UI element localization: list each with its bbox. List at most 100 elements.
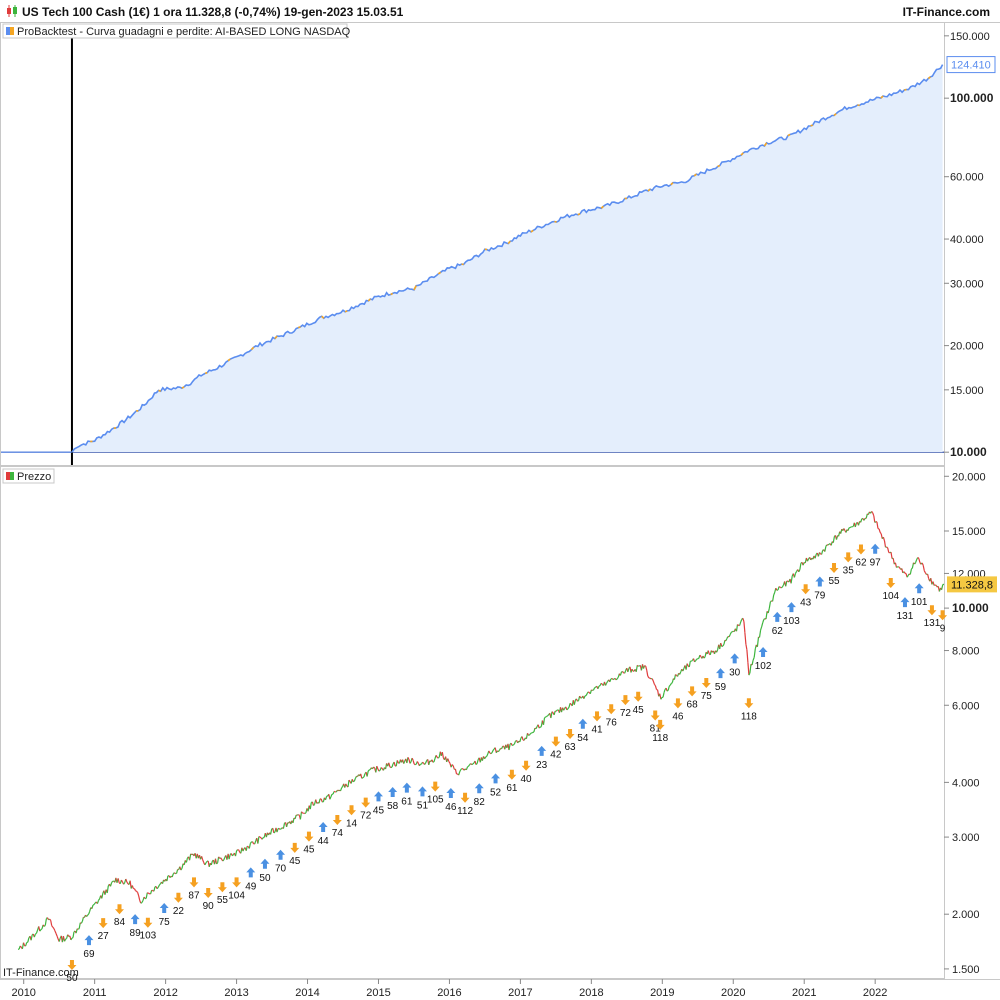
price-segment bbox=[794, 571, 798, 574]
sell-signal-icon[interactable]: 131 bbox=[924, 605, 941, 629]
sell-signal-icon[interactable]: 63 bbox=[565, 728, 577, 753]
buy-signal-icon[interactable]: 101 bbox=[911, 583, 928, 608]
sell-signal-icon[interactable]: 103 bbox=[140, 917, 157, 942]
price-segment bbox=[726, 636, 729, 639]
buy-signal-icon[interactable]: 50 bbox=[259, 858, 271, 884]
signal-label: 59 bbox=[715, 682, 727, 693]
sell-signal-icon[interactable]: 118 bbox=[741, 698, 757, 722]
signal-label: 52 bbox=[490, 787, 502, 798]
sell-signal-icon[interactable]: 14 bbox=[346, 805, 358, 829]
sell-signal-icon[interactable]: 112 bbox=[457, 792, 473, 817]
price-segment bbox=[577, 700, 579, 702]
price-segment bbox=[729, 632, 732, 636]
sell-signal-icon[interactable]: 104 bbox=[228, 877, 245, 901]
price-segment bbox=[610, 677, 613, 680]
sell-signal-icon[interactable]: 84 bbox=[114, 904, 126, 928]
price-segment bbox=[286, 822, 289, 828]
sell-signal-icon[interactable]: 55 bbox=[217, 882, 229, 906]
buy-signal-icon[interactable]: 51 bbox=[417, 786, 429, 811]
sell-signal-icon[interactable]: 35 bbox=[843, 552, 855, 576]
price-segment bbox=[491, 750, 494, 753]
buy-signal-icon[interactable]: 30 bbox=[729, 653, 741, 678]
sell-signal-icon[interactable]: 45 bbox=[303, 831, 315, 856]
buy-arrow bbox=[578, 718, 588, 729]
price-segment bbox=[688, 661, 691, 668]
sell-signal-icon[interactable]: 9 bbox=[938, 610, 948, 634]
sell-signal-icon[interactable]: 22 bbox=[173, 892, 185, 917]
sell-signal-icon[interactable]: 72 bbox=[620, 695, 632, 719]
sell-signal-icon[interactable]: 90 bbox=[203, 887, 215, 912]
price-segment bbox=[190, 853, 193, 856]
sell-signal-icon[interactable]: 50 bbox=[66, 960, 78, 984]
buy-signal-icon[interactable]: 59 bbox=[715, 668, 727, 693]
sell-signal-icon[interactable]: 81 bbox=[650, 710, 662, 734]
sell-signal-icon[interactable]: 55 bbox=[828, 563, 840, 587]
sell-arrow bbox=[332, 814, 342, 825]
sell-signal-icon[interactable]: 45 bbox=[633, 691, 645, 716]
signal-label: 104 bbox=[882, 591, 899, 602]
buy-signal-icon[interactable]: 54 bbox=[577, 718, 589, 744]
sell-arrow bbox=[217, 882, 227, 893]
sell-signal-icon[interactable]: 40 bbox=[521, 760, 533, 785]
price-segment bbox=[428, 760, 431, 766]
sell-signal-icon[interactable]: 104 bbox=[882, 578, 900, 602]
sell-signal-icon[interactable]: 42 bbox=[550, 736, 562, 761]
buy-signal-icon[interactable]: 79 bbox=[814, 576, 826, 602]
buy-signal-icon[interactable]: 52 bbox=[490, 773, 502, 798]
buy-signal-icon[interactable]: 70 bbox=[275, 849, 287, 875]
price-segment bbox=[847, 527, 850, 531]
brand-label[interactable]: IT-Finance.com bbox=[902, 5, 990, 19]
price-segment bbox=[703, 656, 706, 659]
price-segment bbox=[376, 765, 379, 770]
buy-signal-icon[interactable]: 102 bbox=[755, 647, 772, 672]
sell-signal-icon[interactable]: 118 bbox=[652, 719, 669, 744]
price-segment bbox=[765, 611, 768, 620]
buy-signal-icon[interactable]: 49 bbox=[245, 867, 257, 892]
sell-signal-icon[interactable]: 43 bbox=[800, 584, 812, 608]
equity-legend[interactable]: ProBacktest - Curva guadagni e perdite: … bbox=[2, 23, 351, 39]
sell-signal-icon[interactable]: 75 bbox=[701, 678, 713, 702]
buy-signal-icon[interactable]: 131 bbox=[897, 597, 914, 622]
buy-signal-icon[interactable]: 23 bbox=[536, 745, 548, 771]
price-segment bbox=[567, 706, 570, 710]
sell-signal-icon[interactable]: 46 bbox=[672, 698, 684, 722]
price-segment bbox=[531, 731, 534, 734]
buy-signal-icon[interactable]: 82 bbox=[474, 783, 486, 808]
sell-signal-icon[interactable]: 87 bbox=[188, 877, 200, 901]
sell-signal-icon[interactable]: 27 bbox=[98, 918, 110, 942]
price-segment bbox=[133, 888, 137, 891]
price-segment bbox=[54, 930, 57, 934]
price-segment bbox=[30, 934, 33, 941]
buy-signal-icon[interactable]: 45 bbox=[373, 791, 385, 816]
sell-signal-icon[interactable]: 74 bbox=[332, 814, 344, 839]
buy-signal-icon[interactable]: 97 bbox=[870, 543, 882, 569]
sell-signal-icon[interactable]: 76 bbox=[606, 704, 618, 728]
sell-signal-icon[interactable]: 62 bbox=[855, 544, 867, 569]
signal-label: 23 bbox=[536, 760, 548, 771]
sell-signal-icon[interactable]: 72 bbox=[360, 797, 372, 822]
buy-signal-icon[interactable]: 103 bbox=[783, 602, 800, 627]
sell-signal-icon[interactable]: 41 bbox=[591, 711, 603, 735]
buy-signal-icon[interactable]: 61 bbox=[401, 782, 413, 808]
sell-signal-icon[interactable]: 68 bbox=[687, 686, 699, 710]
buy-arrow bbox=[491, 773, 501, 784]
buy-signal-icon[interactable]: 62 bbox=[772, 611, 784, 637]
buy-signal-icon[interactable]: 46 bbox=[445, 788, 457, 813]
buy-signal-icon[interactable]: 44 bbox=[318, 821, 330, 847]
equity-last-value-badge bbox=[946, 56, 996, 74]
buy-signal-icon[interactable]: 58 bbox=[387, 786, 399, 812]
signal-label: 89 bbox=[130, 928, 142, 939]
sell-signal-icon[interactable]: 45 bbox=[289, 842, 301, 867]
sell-signal-icon[interactable]: 105 bbox=[427, 781, 444, 806]
buy-arrow bbox=[446, 788, 456, 799]
equity-curve-panel[interactable] bbox=[1, 24, 944, 465]
price-segment bbox=[463, 768, 466, 771]
buy-signal-icon[interactable]: 89 bbox=[130, 914, 142, 939]
price-legend[interactable]: Prezzo bbox=[2, 468, 55, 484]
price-segment bbox=[468, 764, 471, 767]
buy-signal-icon[interactable]: 69 bbox=[83, 935, 95, 960]
buy-signal-icon[interactable]: 75 bbox=[159, 903, 171, 928]
price-segment bbox=[109, 882, 113, 887]
sell-signal-icon[interactable]: 61 bbox=[506, 769, 518, 794]
